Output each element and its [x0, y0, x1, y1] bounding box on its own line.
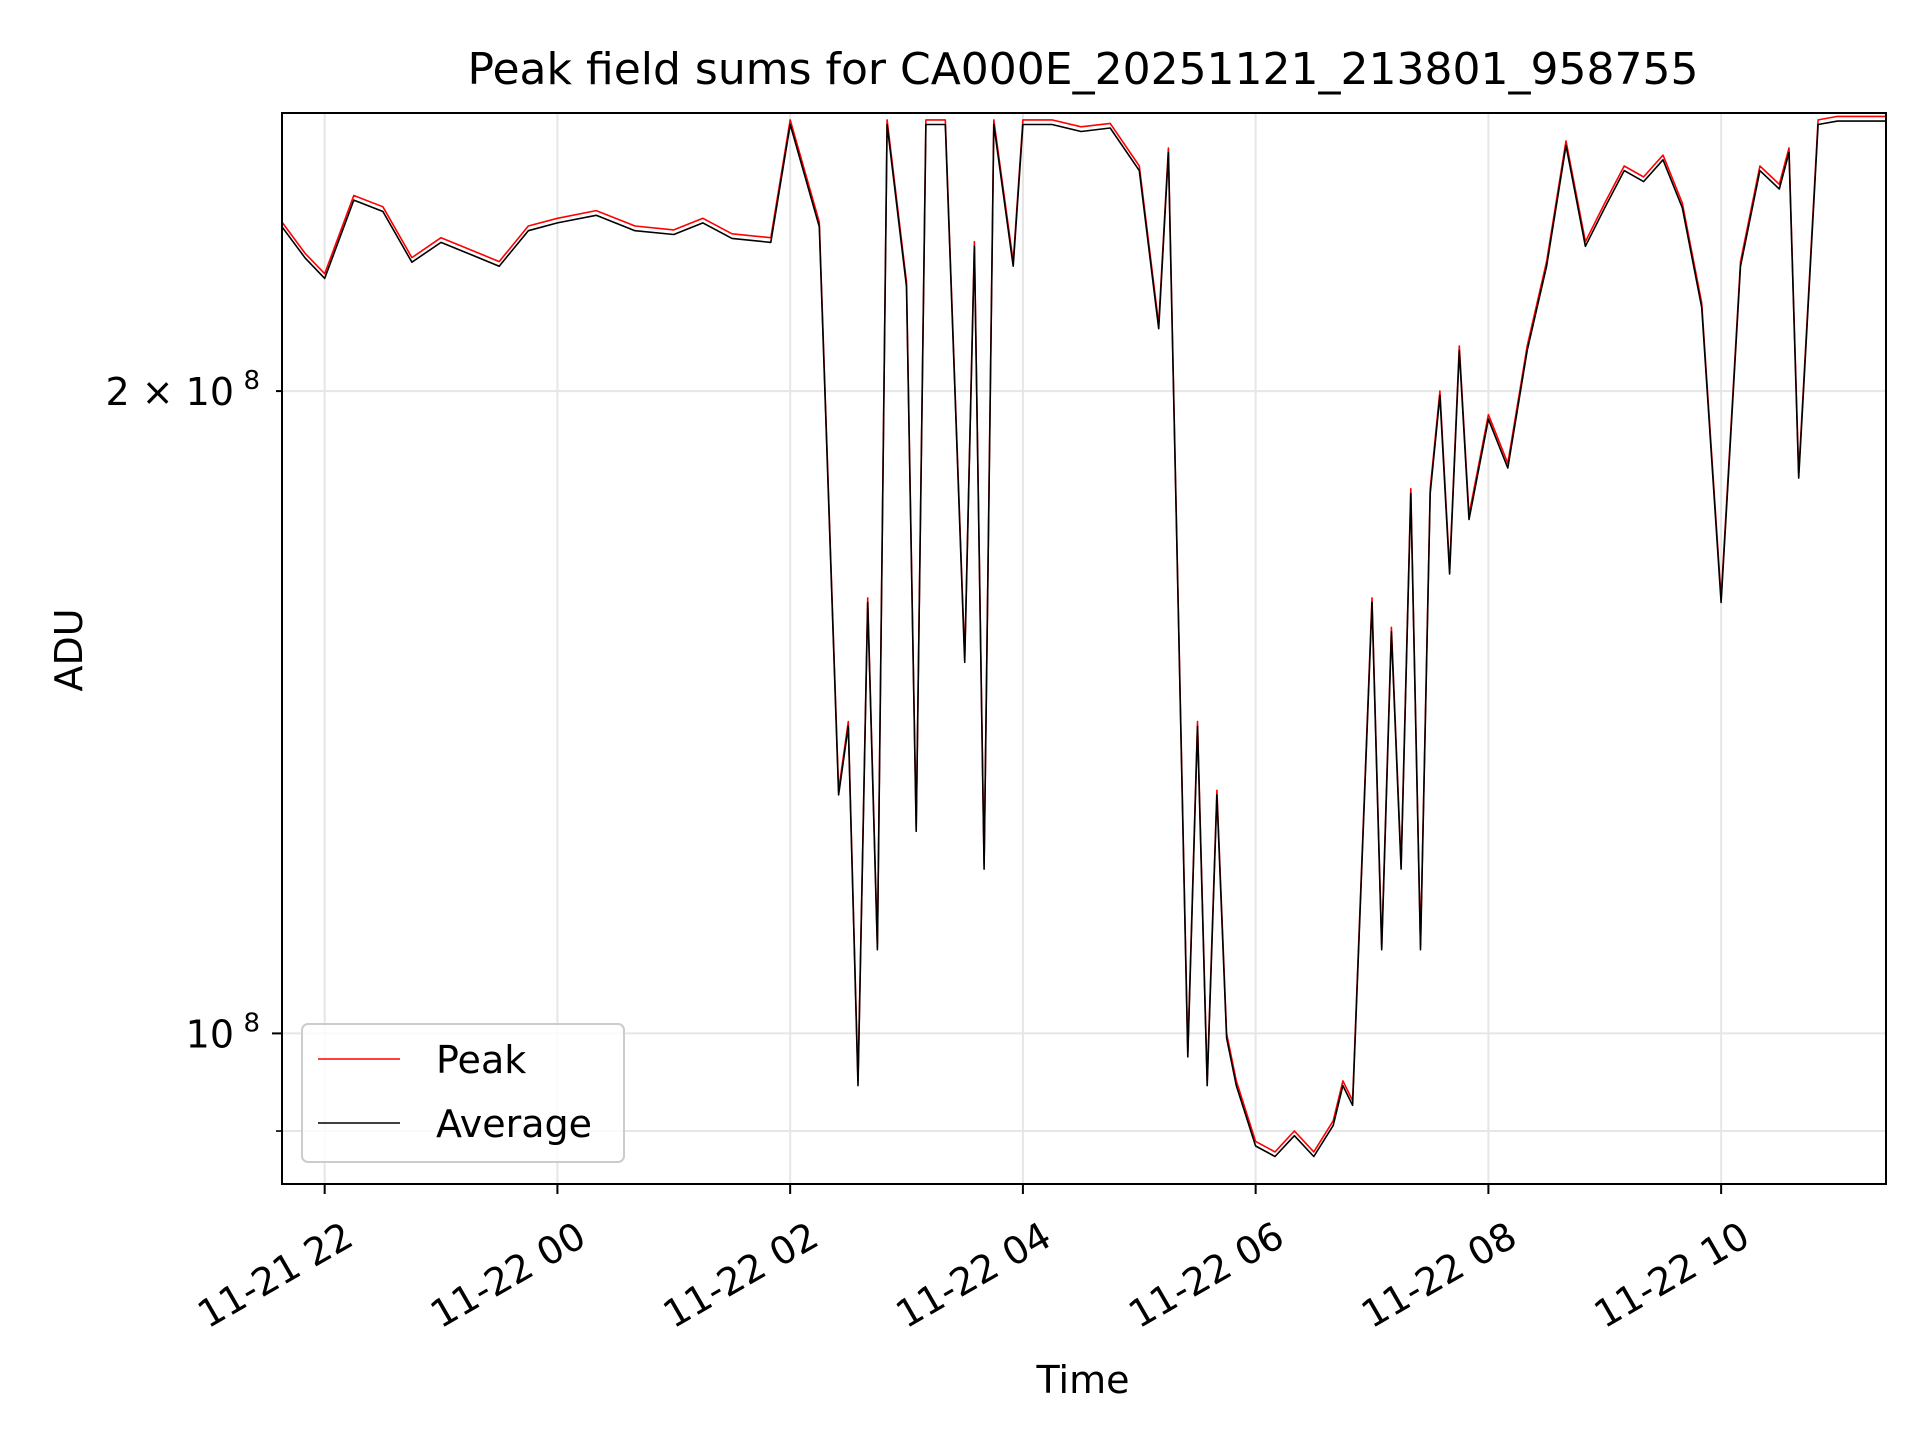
series-layer — [281, 115, 1886, 1158]
y-axis-label: ADU — [47, 608, 91, 691]
grid-layer — [282, 113, 1886, 1184]
plot-frame — [281, 112, 1887, 1185]
series-average-line — [281, 120, 1886, 1158]
y-tick-label-base: 2 × 10 — [105, 370, 234, 414]
chart-title: Peak field sums for CA000E_20251121_2138… — [468, 44, 1699, 95]
y-tick-label-exponent: 8 — [243, 1008, 260, 1038]
legend-label-average: Average — [436, 1102, 592, 1146]
x-axis-label: Time — [1036, 1358, 1130, 1402]
legend: Peak Average — [301, 1023, 625, 1163]
legend-label-peak: Peak — [436, 1038, 526, 1082]
series-peak-line — [281, 115, 1886, 1153]
y-tick-label: 2 × 10 — [105, 370, 234, 414]
y-tick-label-exponent: 8 — [243, 366, 260, 396]
y-tick-label: 10 — [186, 1012, 234, 1056]
y-tick-label-base: 10 — [186, 1012, 234, 1056]
